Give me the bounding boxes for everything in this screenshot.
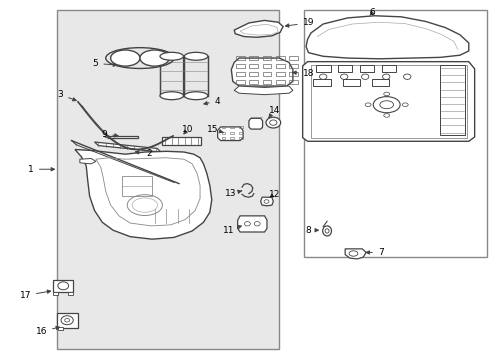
Polygon shape: [261, 197, 273, 206]
Ellipse shape: [266, 117, 281, 128]
Polygon shape: [360, 65, 374, 72]
Polygon shape: [314, 79, 331, 86]
Polygon shape: [303, 62, 475, 141]
Text: 5: 5: [93, 59, 117, 68]
Polygon shape: [108, 135, 138, 138]
Polygon shape: [58, 327, 63, 329]
Text: 9: 9: [101, 130, 118, 139]
Text: 2: 2: [135, 149, 152, 158]
Polygon shape: [75, 149, 212, 239]
Polygon shape: [57, 10, 279, 348]
Text: 10: 10: [181, 125, 193, 134]
Text: 4: 4: [204, 96, 221, 105]
Text: 14: 14: [269, 105, 280, 118]
Text: 18: 18: [293, 69, 314, 78]
Polygon shape: [53, 292, 58, 295]
Ellipse shape: [160, 52, 183, 60]
Polygon shape: [345, 249, 366, 259]
Ellipse shape: [111, 50, 140, 66]
Text: 16: 16: [36, 326, 59, 336]
Text: 6: 6: [369, 8, 375, 17]
Polygon shape: [53, 280, 73, 292]
Polygon shape: [338, 65, 352, 72]
Polygon shape: [304, 10, 487, 257]
Polygon shape: [68, 292, 73, 295]
Text: 3: 3: [57, 90, 76, 101]
Ellipse shape: [323, 226, 331, 236]
Polygon shape: [104, 135, 108, 138]
Text: 1: 1: [28, 165, 54, 174]
Polygon shape: [249, 118, 263, 129]
Ellipse shape: [184, 92, 208, 100]
Polygon shape: [382, 65, 396, 72]
Polygon shape: [306, 16, 469, 59]
Polygon shape: [234, 86, 293, 95]
Polygon shape: [234, 21, 283, 37]
Ellipse shape: [184, 52, 208, 60]
Text: 19: 19: [286, 18, 314, 27]
Text: 15: 15: [207, 125, 223, 134]
Polygon shape: [343, 79, 360, 86]
Polygon shape: [218, 127, 243, 140]
Polygon shape: [162, 137, 201, 145]
Polygon shape: [238, 216, 267, 232]
Text: 7: 7: [366, 248, 384, 257]
Polygon shape: [57, 313, 78, 328]
Text: 8: 8: [305, 226, 318, 235]
Text: 11: 11: [223, 225, 242, 235]
Text: 17: 17: [20, 290, 50, 300]
Ellipse shape: [160, 92, 183, 100]
Polygon shape: [316, 65, 331, 72]
Polygon shape: [372, 79, 389, 86]
Polygon shape: [231, 58, 293, 86]
Polygon shape: [80, 158, 96, 164]
Polygon shape: [95, 142, 161, 152]
Text: 12: 12: [269, 190, 280, 199]
Text: 13: 13: [225, 189, 242, 198]
Ellipse shape: [140, 50, 169, 66]
